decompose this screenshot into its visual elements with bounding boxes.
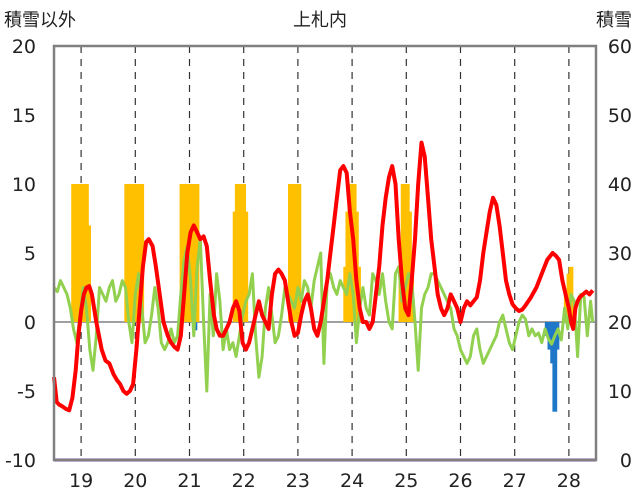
orange-bar-7 bbox=[86, 225, 91, 322]
left-tick-0: 0 bbox=[24, 312, 36, 334]
x-tick-23: 23 bbox=[286, 470, 310, 492]
orange-bar-48 bbox=[563, 294, 569, 322]
axis-layer: 19 20 21 22 23 24 25 26 27 2820151050-5-106050403… bbox=[5, 36, 632, 492]
blue-bar-5 bbox=[554, 322, 560, 350]
right-tick-50: 50 bbox=[608, 105, 632, 127]
green-series-line bbox=[52, 237, 595, 393]
blue-bars-group bbox=[192, 322, 560, 412]
x-tick-24: 24 bbox=[340, 470, 364, 492]
right-tick-20: 20 bbox=[608, 312, 632, 334]
blue-bar-2 bbox=[547, 322, 553, 350]
orange-bar-15 bbox=[139, 184, 145, 322]
orange-bar-23 bbox=[194, 184, 200, 322]
left-axis-label: 積雪以外 bbox=[4, 10, 76, 31]
x-tick-22: 22 bbox=[232, 470, 256, 492]
right-tick-30: 30 bbox=[608, 243, 632, 265]
blue-bar-4 bbox=[552, 322, 558, 412]
grid-layer bbox=[54, 46, 596, 460]
green-series-group bbox=[52, 237, 595, 393]
x-tick-21: 21 bbox=[177, 470, 201, 492]
left-tick-10: 10 bbox=[12, 174, 36, 196]
right-tick-0: 0 bbox=[620, 450, 632, 472]
right-tick-10: 10 bbox=[608, 381, 632, 403]
chart-title: 上札内 bbox=[293, 10, 347, 31]
left-tick-20: 20 bbox=[12, 36, 36, 58]
left-tick--10: -10 bbox=[5, 450, 36, 472]
x-tick-25: 25 bbox=[394, 470, 418, 492]
blue-bar-1 bbox=[544, 322, 550, 336]
right-axis-label: 積雪 bbox=[596, 10, 632, 31]
x-tick-28: 28 bbox=[557, 470, 581, 492]
red-series-line bbox=[52, 140, 595, 413]
left-tick-15: 15 bbox=[12, 105, 36, 127]
x-tick-19: 19 bbox=[69, 470, 93, 492]
left-tick-5: 5 bbox=[24, 243, 36, 265]
red-series-group bbox=[52, 140, 595, 413]
x-tick-27: 27 bbox=[503, 470, 527, 492]
right-tick-60: 60 bbox=[608, 36, 632, 58]
plot-frame bbox=[52, 44, 598, 462]
orange-bar-34 bbox=[296, 184, 302, 322]
left-tick--5: -5 bbox=[17, 381, 36, 403]
right-tick-40: 40 bbox=[608, 174, 632, 196]
x-tick-26: 26 bbox=[448, 470, 472, 492]
x-tick-20: 20 bbox=[123, 470, 147, 492]
orange-bar-29 bbox=[243, 211, 249, 322]
